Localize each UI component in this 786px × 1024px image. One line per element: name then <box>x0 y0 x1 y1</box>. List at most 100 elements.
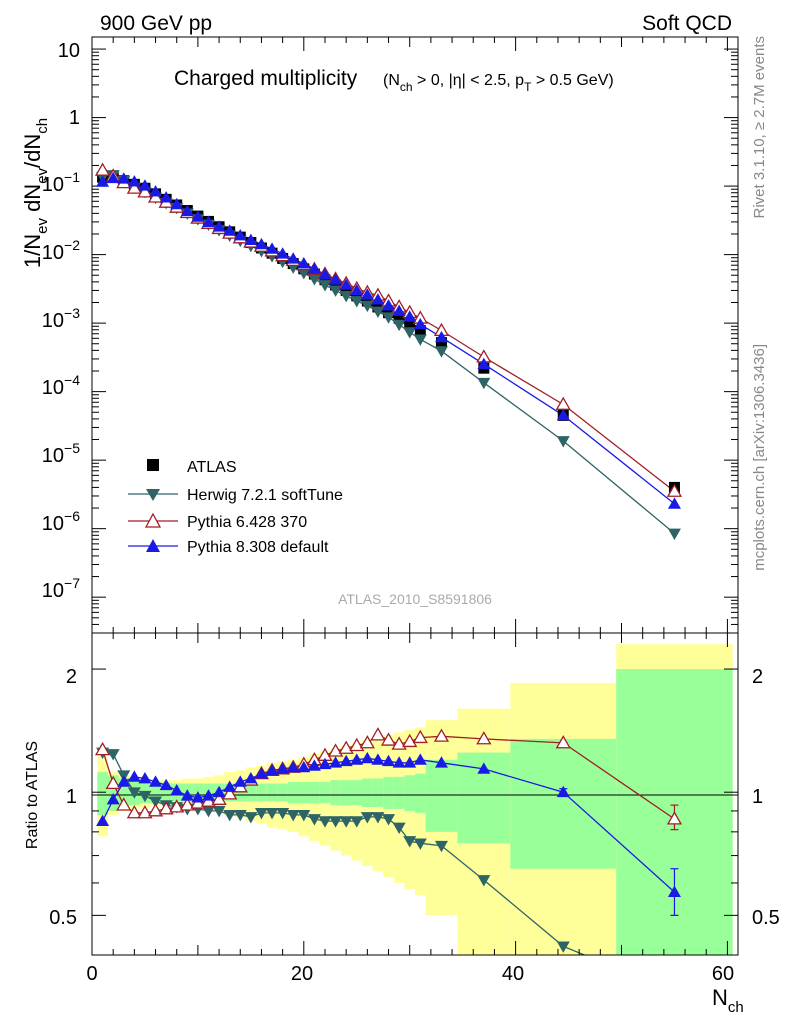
ratio-ytick-right-0.5: 0.5 <box>752 907 780 929</box>
ratio-point-1-25 <box>359 735 375 749</box>
data-point-3-32 <box>477 357 491 370</box>
ratio-ytick-left-0.5: 0.5 <box>49 907 77 929</box>
ratio-point-1-23 <box>338 740 354 754</box>
ratio-point-2-30 <box>413 753 427 765</box>
data-point-2-4 <box>137 184 153 198</box>
data-point-3-15 <box>254 237 268 250</box>
main-ylabel: 1/Nev dNev/dNch <box>20 118 51 268</box>
legend-label-atlas: ATLAS <box>187 459 237 476</box>
data-point-3-10 <box>201 215 215 227</box>
ytick-label-1e-2: 10−2 <box>42 237 80 264</box>
data-point-3-3 <box>127 175 141 187</box>
data-point-3-30 <box>413 317 427 330</box>
data-point-2-33 <box>555 396 571 410</box>
ratio-point-0-24 <box>350 816 364 828</box>
green-band-5 <box>150 781 161 804</box>
ratio-point-2-23 <box>339 754 353 767</box>
ratio-point-2-21 <box>318 757 332 770</box>
data-point-1-27 <box>382 312 396 324</box>
ratio-point-2-4 <box>138 772 152 784</box>
data-point-3-1 <box>106 171 120 184</box>
ratio-point-2-1 <box>106 792 120 805</box>
ratio-point-2-29 <box>403 756 417 768</box>
data-point-3-8 <box>180 204 194 217</box>
green-band-17 <box>277 783 288 802</box>
green-band-14 <box>245 783 257 802</box>
ratio-point-1-29 <box>402 733 418 748</box>
data-point-3-31 <box>434 330 448 343</box>
green-band-33 <box>510 738 617 869</box>
ratio-point-1-2 <box>116 797 132 811</box>
data-point-3-26 <box>371 293 385 305</box>
ratio-point-2-9 <box>191 791 205 803</box>
data-point-3-0 <box>96 175 110 187</box>
ratio-point-1-24 <box>349 737 365 752</box>
data-point-1-26 <box>371 306 385 318</box>
ratio-point-2-5 <box>149 775 163 787</box>
ratio-point-0-13 <box>233 810 247 822</box>
ratio-ytick-right-1: 1 <box>752 786 763 808</box>
ratio-point-1-22 <box>327 743 344 757</box>
ratio-point-2-26 <box>371 753 385 765</box>
legend: ATLAS Herwig 7.2.1 softTune Pythia 6.428… <box>128 459 343 556</box>
data-point-1-33 <box>556 436 570 448</box>
ratio-point-0-10 <box>201 806 215 818</box>
data-point-2-0 <box>94 162 111 176</box>
ratio-point-1-1 <box>105 775 121 790</box>
series-line-3 <box>102 177 675 505</box>
ratio-point-1-5 <box>147 803 164 817</box>
ratio-point-0-20 <box>307 814 321 826</box>
green-band-15 <box>256 783 267 802</box>
xtick-label-40: 40 <box>502 963 524 985</box>
legend-marker-herwig <box>146 489 160 501</box>
legend-marker-atlas <box>147 459 159 471</box>
ratio-point-1-33 <box>555 735 571 749</box>
data-point-1-24 <box>350 296 364 308</box>
data-point-0-29 <box>404 318 416 330</box>
ratio-point-1-28 <box>391 736 407 750</box>
ratio-point-1-31 <box>433 728 450 742</box>
ratio-frame <box>91 632 739 956</box>
data-point-1-32 <box>477 377 491 390</box>
ratio-point-0-5 <box>149 796 163 808</box>
data-point-3-11 <box>212 220 226 232</box>
data-point-3-27 <box>382 299 396 311</box>
analysis-watermark: ATLAS_2010_S8591806 <box>338 591 492 607</box>
ytick-label-10: 10 <box>58 40 80 62</box>
ratio-point-1-11 <box>211 791 227 805</box>
data-point-3-7 <box>170 197 184 210</box>
data-point-3-17 <box>276 247 290 259</box>
ratio-point-0-30 <box>413 838 427 850</box>
green-band-18 <box>287 781 299 804</box>
ratio-point-1-30 <box>412 729 428 744</box>
legend-label-pythia8: Pythia 8.308 default <box>187 539 329 556</box>
main-data-layer <box>94 162 683 540</box>
data-point-1-20 <box>307 274 321 286</box>
ratio-point-0-3 <box>127 787 141 799</box>
data-point-3-33 <box>556 408 570 421</box>
ratio-point-2-12 <box>223 780 237 792</box>
data-point-3-19 <box>297 257 311 269</box>
data-point-0-31 <box>435 337 447 349</box>
ratio-point-2-15 <box>254 767 268 779</box>
ratio-point-0-18 <box>286 810 300 822</box>
data-point-0-22 <box>330 279 342 291</box>
ratio-point-1-34 <box>666 811 683 825</box>
header-right: Soft QCD <box>642 12 732 35</box>
legend-marker-pythia8 <box>146 539 160 552</box>
ratio-point-2-2 <box>117 775 131 787</box>
ratio-point-1-26 <box>370 727 386 741</box>
green-band-24 <box>351 780 363 806</box>
xtick-label-60: 60 <box>712 963 734 985</box>
data-point-0-30 <box>414 325 426 337</box>
xtick-label-20: 20 <box>291 963 313 985</box>
ratio-point-1-4 <box>137 805 153 819</box>
legend-marker-pythia6 <box>144 512 162 528</box>
ratio-point-0-25 <box>360 812 374 824</box>
ratio-point-0-4 <box>138 790 152 803</box>
data-point-1-22 <box>329 285 343 297</box>
ratio-point-2-27 <box>382 754 396 767</box>
ytick-label-1e-6: 10−6 <box>42 508 80 535</box>
data-point-3-12 <box>223 224 237 236</box>
